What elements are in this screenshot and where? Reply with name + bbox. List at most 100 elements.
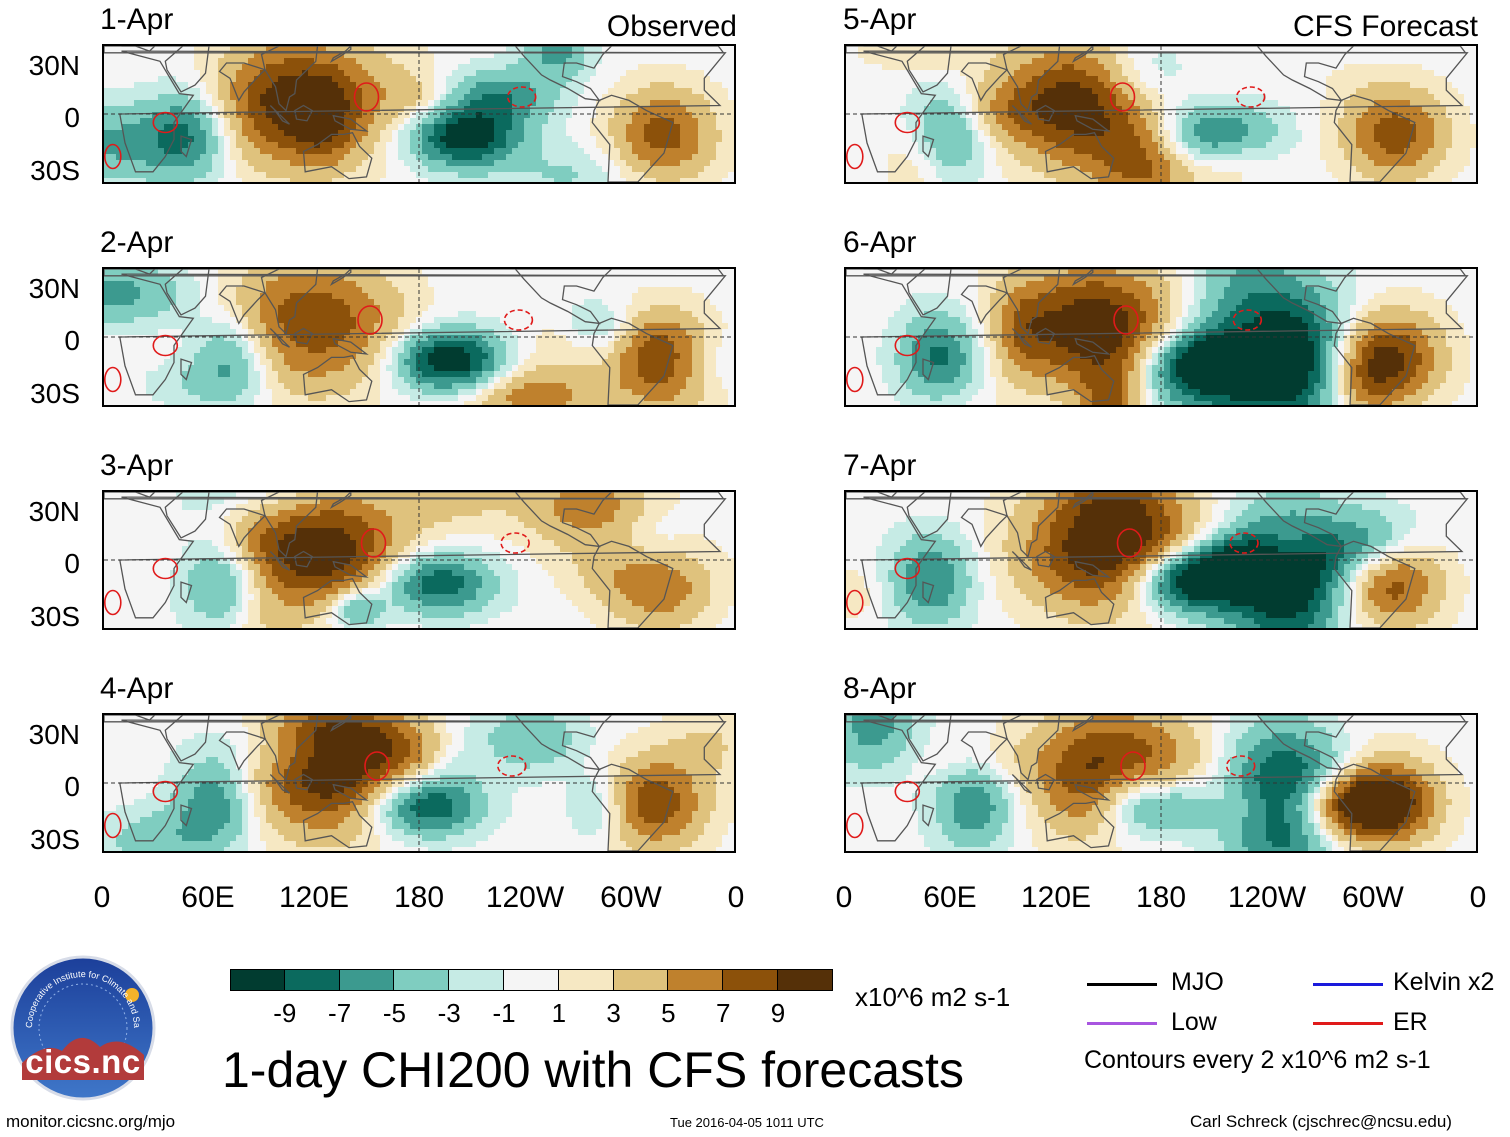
colorbar-tick-label: -3 bbox=[437, 998, 461, 1028]
cfs-forecast-label: CFS Forecast bbox=[1292, 10, 1478, 43]
colorbar-tick-label: 1 bbox=[551, 998, 567, 1028]
lat-label-0: 0 bbox=[64, 771, 80, 802]
lat-label-0: 0 bbox=[64, 102, 80, 133]
coastlines bbox=[846, 269, 1469, 405]
coastlines bbox=[104, 715, 727, 851]
colorbar-swatch bbox=[230, 969, 285, 991]
lat-label-30n: 30N bbox=[28, 496, 80, 527]
map-field bbox=[846, 715, 1476, 851]
colorbar-swatch bbox=[613, 969, 669, 991]
coastlines bbox=[846, 492, 1469, 628]
chi200-map-panel bbox=[844, 44, 1478, 184]
chi200-map-panel bbox=[102, 267, 736, 407]
map-field bbox=[104, 492, 734, 628]
panel-date-label: 7-Apr bbox=[843, 449, 917, 482]
lon-label: 0 bbox=[93, 881, 111, 914]
legend-low-label: Low bbox=[1171, 1008, 1217, 1036]
colorbar-tick-label: 7 bbox=[715, 998, 731, 1028]
er-contours bbox=[104, 82, 537, 170]
panel-date-label: 1-Apr bbox=[100, 3, 174, 36]
legend-low-line bbox=[1087, 1022, 1157, 1025]
main-title: 1-day CHI200 with CFS forecasts bbox=[222, 1042, 964, 1098]
map-field bbox=[104, 715, 734, 851]
colorbar-swatch bbox=[778, 969, 833, 991]
coastlines bbox=[104, 269, 727, 405]
observed-label: Observed bbox=[606, 10, 737, 43]
lon-label: 0 bbox=[835, 881, 853, 914]
lat-label-0: 0 bbox=[64, 548, 80, 579]
colorbar-swatch bbox=[723, 969, 778, 991]
er-contours bbox=[846, 751, 1256, 839]
panel-date-label: 5-Apr bbox=[843, 3, 917, 36]
er-contours bbox=[846, 82, 1266, 170]
lon-label: 120E bbox=[278, 881, 350, 914]
panel-date-label: 8-Apr bbox=[843, 672, 917, 705]
colorbar-tick-label: 9 bbox=[770, 998, 786, 1028]
lon-label: 120W bbox=[485, 881, 565, 914]
lat-label-30n: 30N bbox=[28, 50, 80, 81]
contour-note: Contours every 2 x10^6 m2 s-1 bbox=[1084, 1046, 1431, 1074]
lon-label: 0 bbox=[1469, 881, 1487, 914]
colorbar-swatch bbox=[284, 969, 340, 991]
map-field bbox=[846, 492, 1476, 628]
legend-kelvin-label: Kelvin x2 bbox=[1393, 968, 1495, 996]
map-field bbox=[846, 269, 1476, 405]
legend-er-line bbox=[1313, 1022, 1383, 1025]
lon-label: 60E bbox=[181, 881, 235, 914]
colorbar-units: x10^6 m2 s-1 bbox=[855, 982, 1011, 1012]
lat-label-0: 0 bbox=[64, 325, 80, 356]
colorbar-swatch bbox=[394, 969, 450, 991]
colorbar-tick-label: 3 bbox=[606, 998, 621, 1028]
lat-label-30s: 30S bbox=[30, 155, 80, 186]
coastlines bbox=[104, 492, 727, 628]
colorbar-tick-label: -5 bbox=[382, 998, 406, 1028]
colorbar-tick-label: -1 bbox=[492, 998, 516, 1028]
lon-label: 0 bbox=[727, 881, 745, 914]
lat-label-30n: 30N bbox=[28, 273, 80, 304]
panel-date-label: 6-Apr bbox=[843, 226, 917, 259]
lat-label-30s: 30S bbox=[30, 378, 80, 409]
colorbar-swatch bbox=[558, 969, 614, 991]
chi200-shading bbox=[104, 492, 734, 628]
lon-label: 120W bbox=[1227, 881, 1307, 914]
colorbar-swatch bbox=[668, 969, 724, 991]
colorbar-tick-label: 5 bbox=[661, 998, 676, 1028]
chi200-shading bbox=[104, 269, 734, 405]
chi200-shading bbox=[846, 46, 1476, 182]
er-contours bbox=[104, 305, 534, 393]
chi200-map-panel bbox=[102, 44, 736, 184]
er-contours bbox=[104, 528, 530, 616]
er-contours bbox=[846, 305, 1263, 393]
lon-label: 60E bbox=[923, 881, 977, 914]
lat-label-30s: 30S bbox=[30, 824, 80, 855]
lat-label-30s: 30S bbox=[30, 601, 80, 632]
coastlines bbox=[846, 715, 1469, 851]
colorbar-swatch bbox=[449, 969, 504, 991]
lon-label: 60W bbox=[1342, 881, 1404, 914]
cics-logo-graphic: Cooperative Institute for Climate and Sa… bbox=[7, 947, 156, 1101]
panel-date-label: 3-Apr bbox=[100, 449, 174, 482]
lon-label: 120E bbox=[1020, 881, 1092, 914]
panel-date-label: 2-Apr bbox=[100, 226, 174, 259]
colorbar-swatch bbox=[339, 969, 395, 991]
chi200-map-panel bbox=[844, 713, 1478, 853]
map-field bbox=[846, 46, 1476, 182]
lon-label: 180 bbox=[393, 881, 445, 914]
footer-timestamp: Tue 2016-04-05 1011 UTC bbox=[670, 1115, 824, 1130]
er-contours bbox=[846, 528, 1259, 616]
chi200-shading bbox=[104, 46, 734, 182]
legend-mjo-label: MJO bbox=[1171, 968, 1224, 996]
footer-url: monitor.cicsnc.org/mjo bbox=[6, 1112, 176, 1131]
chi200-shading bbox=[104, 715, 734, 851]
chi200-map-panel bbox=[102, 713, 736, 853]
panel-date-label: 4-Apr bbox=[100, 672, 174, 705]
er-contours bbox=[104, 751, 527, 839]
coastlines bbox=[104, 46, 727, 182]
legend-kelvin-line bbox=[1313, 983, 1383, 986]
footer-author: Carl Schreck (cjschrec@ncsu.edu) bbox=[1190, 1112, 1452, 1131]
cics-logo: Cooperative Institute for Climate and Sa… bbox=[7, 947, 156, 1101]
chi200-map-panel bbox=[844, 267, 1478, 407]
map-field bbox=[104, 46, 734, 182]
legend-mjo-line bbox=[1087, 983, 1157, 986]
lat-label-30n: 30N bbox=[28, 719, 80, 750]
